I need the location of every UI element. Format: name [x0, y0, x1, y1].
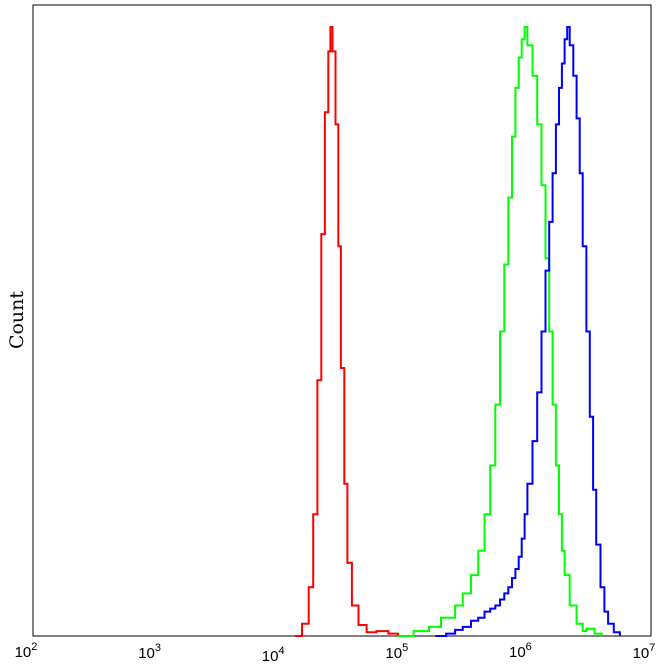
- x-tick-base: 10: [262, 648, 279, 665]
- x-tick-labels: 102 103 104 105 106 107: [15, 641, 656, 665]
- x-tick-label: 103: [138, 642, 161, 662]
- x-tick-base: 10: [633, 645, 650, 662]
- y-axis-label: Count: [6, 291, 28, 349]
- x-tick-exponent: 7: [649, 642, 655, 654]
- histogram-series-1: [295, 26, 400, 637]
- x-tick-base: 10: [509, 644, 526, 661]
- x-tick-base: 10: [385, 645, 402, 662]
- histogram-series-3: [435, 26, 621, 637]
- x-tick-exponent: 2: [31, 641, 37, 653]
- x-tick-label: 107: [633, 642, 656, 662]
- histogram-series-2: [398, 26, 603, 637]
- x-tick-base: 10: [138, 645, 155, 662]
- series-layer: [295, 26, 621, 637]
- x-tick-label: 106: [509, 641, 532, 661]
- x-tick-exponent: 3: [155, 642, 161, 654]
- x-tick-exponent: 6: [526, 641, 532, 653]
- x-tick-label: 105: [385, 642, 408, 662]
- x-tick-label: 102: [15, 641, 38, 661]
- plot-frame: [32, 4, 652, 637]
- x-tick-base: 10: [15, 644, 32, 661]
- x-tick-label: 104: [262, 645, 285, 665]
- x-tick-exponent: 4: [278, 645, 284, 657]
- x-tick-exponent: 5: [402, 642, 408, 654]
